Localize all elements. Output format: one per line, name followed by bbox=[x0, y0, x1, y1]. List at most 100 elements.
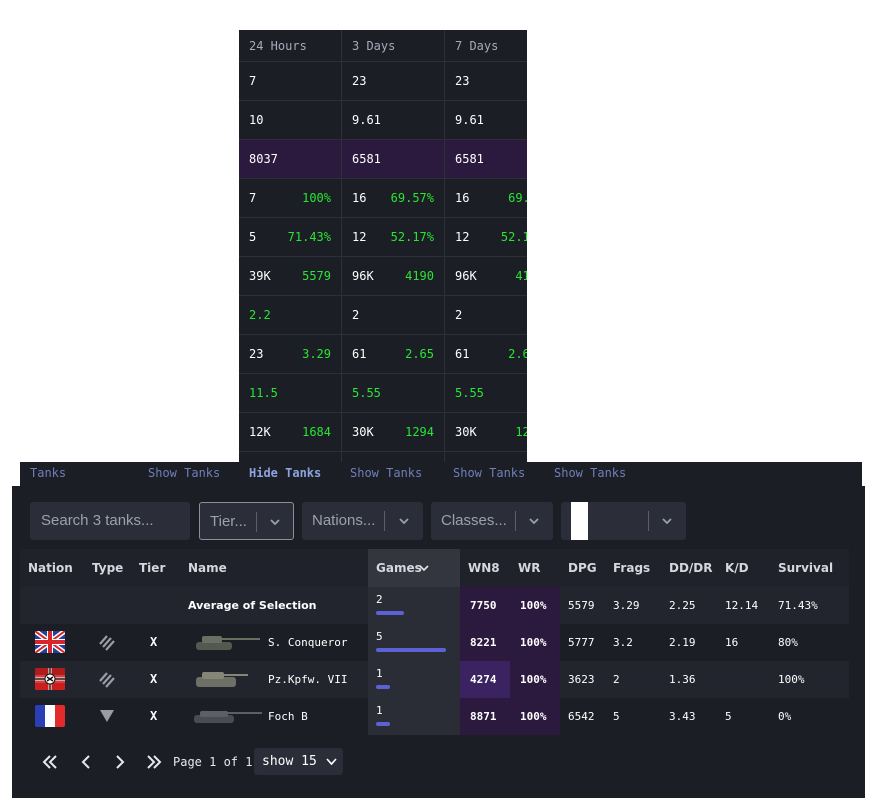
table-row[interactable]: X Foch B 1 8871 100% 6542 5 3.43 5 0% bbox=[20, 698, 849, 735]
stats-value: 7 bbox=[249, 74, 257, 88]
type-select[interactable]: All bbox=[561, 502, 686, 540]
prev-page-icon[interactable] bbox=[76, 752, 96, 772]
tank-name[interactable]: Foch B bbox=[268, 710, 308, 723]
stats-cell: 12 52.17 bbox=[445, 218, 527, 257]
games-bar bbox=[376, 685, 390, 689]
tier-cell: X bbox=[150, 635, 158, 649]
tab-show-tanks[interactable]: Show Tanks bbox=[148, 466, 221, 480]
col-games[interactable]: Games bbox=[368, 549, 460, 587]
wr-cell: 100% bbox=[510, 587, 560, 624]
wr-cell: 100% bbox=[510, 661, 560, 698]
stats-value: 2 bbox=[352, 308, 360, 322]
filter-bar: Search 3 tanks... Tier... Nations... Cla… bbox=[30, 502, 690, 540]
stats-secondary-value: 69.5 bbox=[508, 191, 527, 205]
games-value: 1 bbox=[376, 704, 383, 717]
stats-cell: 96K 4190 bbox=[342, 257, 444, 296]
dddr-cell: 1.36 bbox=[669, 673, 696, 686]
stats-value: 9.61 bbox=[352, 113, 381, 127]
tab-hide-tanks[interactable]: Hide Tanks bbox=[249, 466, 322, 480]
stats-value: 5 bbox=[249, 230, 257, 244]
col-type[interactable]: Type bbox=[92, 561, 124, 575]
tier-select[interactable]: Tier... bbox=[199, 502, 294, 540]
stats-value: 39K bbox=[249, 269, 271, 283]
stats-cell: 16 69.5 bbox=[445, 179, 527, 218]
nations-select[interactable]: Nations... bbox=[302, 502, 423, 540]
tab-show-tanks[interactable]: Show Tanks bbox=[453, 466, 526, 480]
stats-value: 16 bbox=[455, 191, 470, 205]
chevron-down-icon bbox=[270, 519, 280, 526]
type-select-label: All bbox=[571, 502, 588, 540]
col-nation[interactable]: Nation bbox=[28, 561, 73, 575]
wn8-cell: 8871 bbox=[460, 698, 510, 735]
wr-cell: 100% bbox=[510, 624, 560, 661]
divider bbox=[256, 512, 257, 532]
stats-value: 2.2 bbox=[249, 308, 271, 322]
stats-secondary-value: 1294 bbox=[405, 425, 434, 439]
stats-cell: 6581 bbox=[342, 140, 444, 179]
divider bbox=[384, 511, 385, 531]
stats-secondary-value: 2.65 bbox=[508, 347, 527, 361]
survival-cell: 80% bbox=[778, 636, 798, 649]
tab-show-tanks[interactable]: Show Tanks bbox=[350, 466, 423, 480]
classes-select[interactable]: Classes... bbox=[431, 502, 553, 540]
stats-cell: 5.55 bbox=[342, 374, 444, 413]
col-wn8[interactable]: WN8 bbox=[468, 561, 500, 575]
games-cell: 2 bbox=[368, 587, 460, 624]
stats-value: 6581 bbox=[352, 152, 381, 166]
stats-value: 6581 bbox=[455, 152, 484, 166]
stats-cell: 30K 129 bbox=[445, 413, 527, 452]
stats-cell: 2 bbox=[342, 296, 444, 335]
stats-value: 12 bbox=[352, 230, 367, 244]
tab-tanks[interactable]: Tanks bbox=[30, 466, 67, 480]
stats-value: 96K bbox=[352, 269, 374, 283]
games-bar bbox=[376, 611, 404, 615]
stats-cell: 16 69.57% bbox=[342, 179, 444, 218]
stats-cell: 7 100% bbox=[239, 179, 341, 218]
tank-image-icon bbox=[196, 636, 260, 650]
stats-header: 3 Days bbox=[342, 30, 444, 62]
tab-show-tanks[interactable]: Show Tanks bbox=[554, 466, 627, 480]
col-dpg[interactable]: DPG bbox=[568, 561, 597, 575]
stats-column-24h: 24 Hours 7 10 8037 7 100% 5 71.43% 39K 5579 2.2 23… bbox=[239, 30, 341, 480]
page-size-select[interactable]: show 15 bbox=[254, 748, 343, 775]
col-kd[interactable]: K/D bbox=[725, 561, 749, 575]
first-page-icon[interactable] bbox=[40, 752, 60, 772]
survival-cell: 0% bbox=[778, 710, 792, 723]
next-page-icon[interactable] bbox=[110, 752, 130, 772]
stats-value: 11.5 bbox=[249, 386, 278, 400]
stats-cell: 6581 bbox=[445, 140, 527, 179]
dddr-cell: 2.19 bbox=[669, 636, 696, 649]
uk-flag-icon bbox=[35, 631, 65, 653]
last-page-icon[interactable] bbox=[144, 752, 164, 772]
table-row[interactable]: X Pz.Kpfw. VII 1 4274 100% 3623 2 1.36 1… bbox=[20, 661, 849, 698]
col-dddr[interactable]: DD/DR bbox=[669, 561, 713, 575]
col-tier[interactable]: Tier bbox=[139, 561, 166, 575]
tank-name[interactable]: Pz.Kpfw. VII bbox=[268, 673, 348, 686]
col-frags[interactable]: Frags bbox=[613, 561, 651, 575]
stats-column-3d: 3 Days 23 9.61 6581 16 69.57% 12 52.17% 96K 4190… bbox=[341, 30, 444, 480]
stats-value: 30K bbox=[352, 425, 374, 439]
tank-name[interactable]: S. Conqueror bbox=[268, 636, 348, 649]
heavy-tank-icon bbox=[99, 635, 115, 651]
tanks-table: Nation Type Tier Name Games WN8 WR DPG F… bbox=[20, 549, 849, 735]
chevron-down-icon bbox=[326, 758, 337, 766]
classes-select-label: Classes... bbox=[441, 512, 507, 529]
stats-secondary-value: 1684 bbox=[302, 425, 331, 439]
stats-secondary-value: 69.57% bbox=[390, 191, 434, 205]
col-name[interactable]: Name bbox=[188, 561, 227, 575]
stats-value: 8037 bbox=[249, 152, 278, 166]
background bbox=[0, 798, 887, 804]
germany-flag-icon bbox=[35, 668, 65, 690]
chevron-down-icon bbox=[529, 518, 539, 525]
stats-cell: 8037 bbox=[239, 140, 341, 179]
stats-cell: 7 bbox=[239, 62, 341, 101]
stats-cell: 9.61 bbox=[445, 101, 527, 140]
stats-secondary-value: 2.65 bbox=[405, 347, 434, 361]
dpg-cell: 5777 bbox=[568, 636, 595, 649]
table-row[interactable]: X S. Conqueror 5 8221 100% 5777 3.2 2.19… bbox=[20, 624, 849, 661]
col-wr[interactable]: WR bbox=[518, 561, 541, 575]
search-input[interactable]: Search 3 tanks... bbox=[30, 502, 190, 540]
stats-secondary-value: 4190 bbox=[405, 269, 434, 283]
col-survival[interactable]: Survival bbox=[778, 561, 834, 575]
